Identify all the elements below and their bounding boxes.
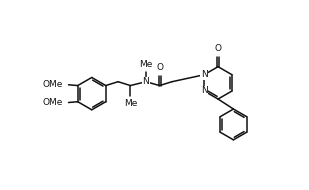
- Text: N: N: [201, 86, 207, 95]
- Text: OMe: OMe: [43, 98, 63, 107]
- Text: O: O: [156, 63, 163, 72]
- Text: Me: Me: [139, 60, 152, 69]
- Text: N: N: [142, 77, 149, 86]
- Text: O: O: [214, 44, 222, 53]
- Text: Me: Me: [125, 99, 138, 108]
- Text: N: N: [201, 70, 207, 79]
- Text: OMe: OMe: [43, 80, 63, 89]
